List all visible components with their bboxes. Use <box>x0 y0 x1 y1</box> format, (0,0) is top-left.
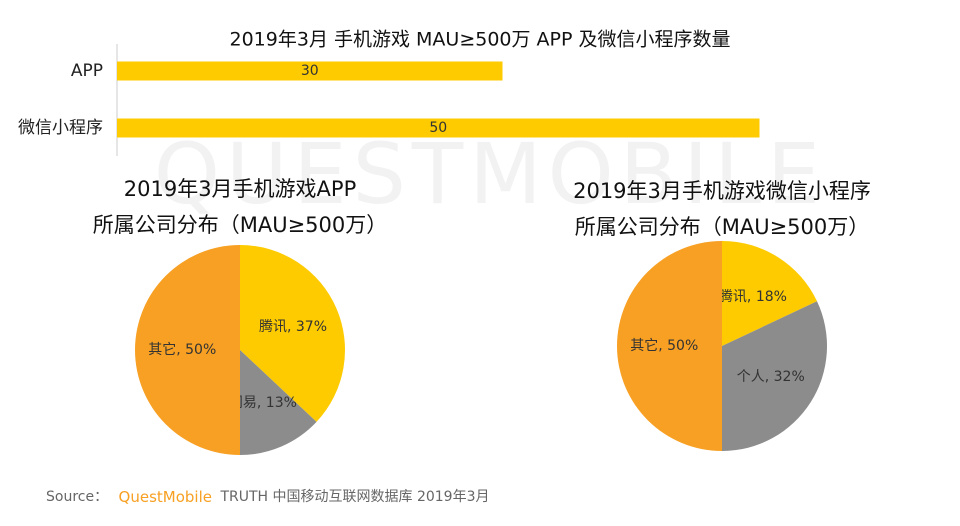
slice-label: 个人, 32% <box>737 369 805 385</box>
pie-slice <box>135 245 240 455</box>
pie-subtitle: 所属公司分布（MAU≥500万） <box>93 213 388 237</box>
footer-text: TRUTH 中国移动互联网数据库 2019年3月 <box>219 489 489 505</box>
footer-label: Source： <box>46 489 108 505</box>
value-label: 50 <box>429 120 447 136</box>
bar <box>117 61 503 81</box>
pie-slice <box>617 241 722 451</box>
pie-title: 2019年3月手机游戏APP <box>124 177 357 201</box>
pie-slice <box>722 241 818 346</box>
value-label: 30 <box>301 63 319 79</box>
slice-label: 其它, 50% <box>148 341 216 358</box>
marks: APP 30 微信小程序 50 腾讯, 37% 网易, 13% 其它, 50% 腾讯, 18%… <box>18 61 828 455</box>
chart-title: 2019年3月 手机游戏 MAU≥500万 APP 及微信小程序数量 <box>230 29 731 51</box>
category-label: APP <box>71 61 103 81</box>
pie-slice <box>240 245 346 422</box>
slice-label: 其它, 50% <box>630 337 698 354</box>
pie-slice <box>722 301 828 451</box>
slice-label: 网易, 13% <box>229 395 297 411</box>
slice-label: 腾讯, 18% <box>719 288 787 305</box>
footer-brand: QuestMobile <box>119 488 212 506</box>
watermark: QUESTMOBILE <box>154 125 826 223</box>
pie-subtitle: 所属公司分布（MAU≥500万） <box>575 215 870 239</box>
bar <box>117 118 760 138</box>
category-label: 微信小程序 <box>18 118 103 138</box>
footer: Source： QuestMobile TRUTH 中国移动互联网数据库 201… <box>46 488 490 506</box>
slice-label: 腾讯, 37% <box>259 318 327 335</box>
pie-slice <box>240 350 317 455</box>
pie-title: 2019年3月手机游戏微信小程序 <box>573 179 871 203</box>
